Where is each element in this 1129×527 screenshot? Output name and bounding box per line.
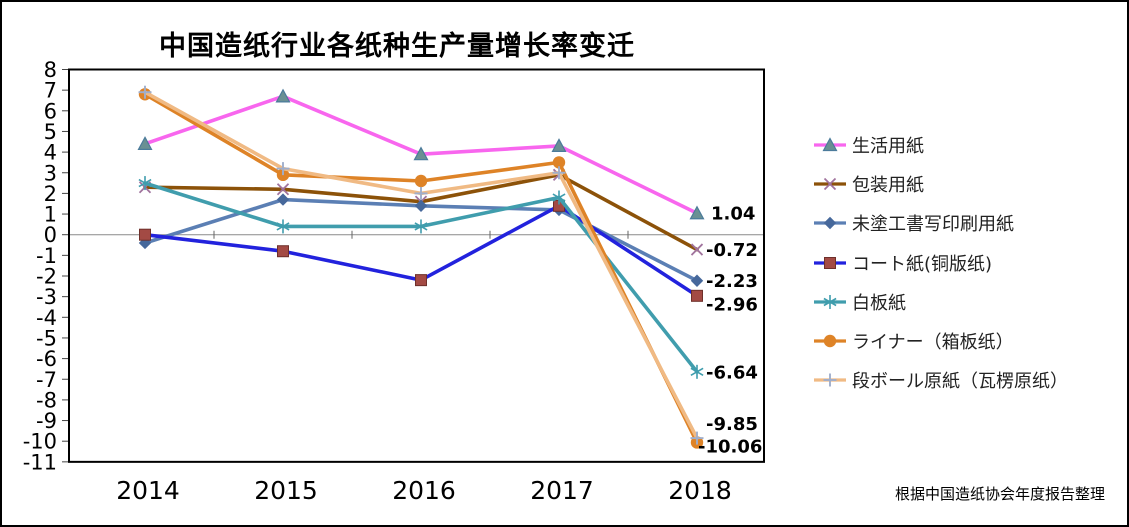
asterisk-marker [276,222,290,231]
x-marker [823,178,837,191]
end-value-label: -2.96 [706,294,758,315]
asterisk-marker [690,367,704,377]
diamond-marker [276,193,290,206]
y-tick-label: -8 [36,388,57,412]
legend-item-6: 段ボール原紙（瓦楞原纸） [812,360,1068,400]
triangle-marker [275,88,291,103]
y-tick-label: -10 [23,430,57,454]
circle-marker [823,334,837,348]
y-tick-label: 3 [44,161,57,185]
diamond-marker [138,236,152,250]
x-tick-label: 2016 [392,476,456,505]
x-tick-label: 2015 [254,476,318,505]
square-marker [277,245,289,258]
y-tick-label: 4 [44,141,57,165]
y-tick-label: 5 [44,120,57,144]
y-tick-label: -4 [36,306,57,330]
legend-key-icon [814,217,846,230]
diamond-marker [414,199,428,212]
y-tick-label: 2 [44,182,57,206]
asterisk-marker [414,222,428,231]
y-tick-label: -9 [36,409,57,433]
circle-marker [552,156,566,169]
y-tick-label: 0 [44,223,57,247]
circle-marker [414,174,428,188]
legend-item-2: 未塗工書写印刷用紙 [812,203,1014,243]
x-marker [276,183,290,196]
triangle-marker [413,146,429,161]
legend-label: ライナー（箱板纸） [852,331,1014,353]
legend-key-icon [814,294,846,309]
triangle-marker [822,137,838,152]
legend-key-icon [814,373,846,387]
x-tick-label: 2014 [116,476,180,505]
asterisk-marker [823,297,837,306]
y-tick-label: -3 [36,285,57,309]
x-tick-label: 2017 [530,476,594,505]
end-value-label: 1.04 [711,204,755,225]
legend-label: 未塗工書写印刷用紙 [852,214,1014,236]
end-value-label: -6.64 [706,362,758,383]
diamond-marker [823,217,837,230]
y-tick-label: 8 [44,58,57,82]
y-tick-label: -6 [36,347,57,371]
asterisk-marker [552,193,566,202]
legend-label: 包装用紙 [852,175,924,197]
triangle-marker [137,136,153,150]
chart-title: 中国造纸行业各纸种生产量增长率变迁 [159,31,635,62]
legend-key-icon [814,178,846,191]
asterisk-marker [138,178,152,188]
legend-item-4: 白板紙 [812,282,906,322]
y-tick-label: -1 [36,244,57,268]
end-value-label: -2.23 [706,271,758,292]
plot-border [68,68,765,463]
legend-key-icon [814,256,846,269]
source-note: 根据中国造纸协会年度报告整理 [894,485,1105,503]
triangle-marker [689,205,705,220]
y-tick-label: 6 [44,99,57,123]
legend-label: 段ボール原紙（瓦楞原纸） [852,371,1068,393]
square-marker [824,256,836,269]
y-tick-label: 1 [44,203,57,227]
legend-item-5: ライナー（箱板纸） [812,321,1014,361]
legend-label: コート紙(铜版纸) [852,253,993,275]
legend-label: 生活用紙 [852,136,924,157]
y-tick-label: -5 [36,326,57,350]
square-marker [139,228,151,241]
y-tick-label: -11 [23,450,57,474]
y-tick-label: -2 [36,265,57,289]
legend-item-1: 包装用紙 [812,164,924,204]
end-value-label: -10.06 [698,436,762,457]
diamond-marker [690,274,704,287]
legend-key-icon [814,137,846,152]
y-tick-label: 7 [44,79,57,103]
legend-label: 白板紙 [852,292,906,314]
end-value-label: -9.85 [706,414,758,435]
x-marker [690,243,704,256]
y-tick-label: -7 [36,368,57,392]
legend-item-0: 生活用紙 [812,125,924,165]
legend-key-icon [814,334,846,348]
triangle-marker [551,138,567,153]
legend-item-3: コート紙(铜版纸) [812,243,992,283]
square-marker [415,274,427,287]
square-marker [691,289,703,302]
x-tick-label: 2018 [668,476,732,505]
end-value-label: -0.72 [706,240,758,261]
